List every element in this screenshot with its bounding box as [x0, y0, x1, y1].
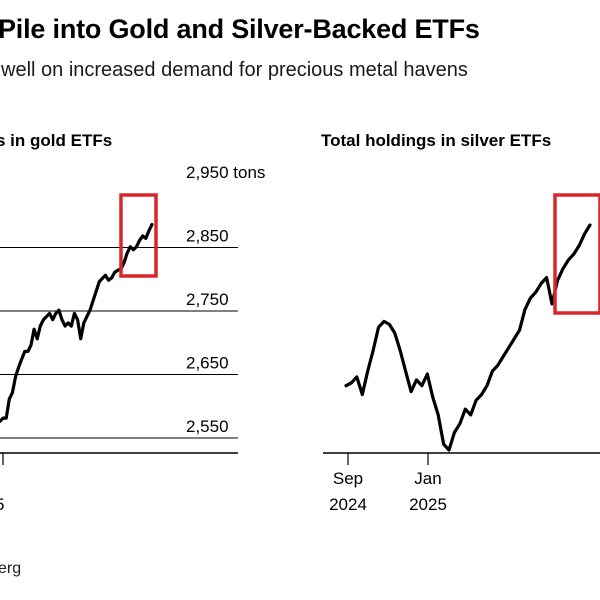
gold-y-tick-label: 2,850 [186, 227, 229, 246]
gold-y-tick-label: 2,650 [186, 354, 229, 373]
source-note: erg [0, 560, 22, 577]
gold-panel: s in gold ETFs 2,950 tons 2,850 2,750 2,650… [0, 131, 265, 514]
gold-y-tick-label: 2,750 [186, 290, 229, 309]
gold-gridlines [0, 247, 238, 439]
silver-series-line [344, 223, 592, 452]
silver-highlight-box [553, 193, 600, 315]
silver-panel: Total holdings in silver ETFs Sep 2024 Jan… [321, 131, 600, 514]
chart-title: Pile into Gold and Silver-Backed ETFs [0, 14, 480, 44]
gold-x-tick-label: 5 [0, 495, 4, 514]
silver-x-ticks: Sep 2024 Jan 2025 [329, 453, 447, 514]
silver-x-tick-month: Jan [414, 469, 441, 488]
chart-subtitle: well on increased demand for precious me… [1, 59, 468, 81]
silver-panel-title: Total holdings in silver ETFs [321, 131, 551, 150]
gold-panel-title: s in gold ETFs [0, 131, 112, 150]
silver-x-tick-month: Sep [333, 469, 363, 488]
gold-y-tick-labels: 2,950 tons 2,850 2,750 2,650 2,550 [186, 163, 265, 436]
gold-y-tick-label: 2,550 [186, 417, 229, 436]
gold-series-line [0, 222, 154, 423]
gold-y-tick-label: 2,950 tons [186, 163, 265, 182]
silver-x-tick-year: 2024 [329, 495, 367, 514]
silver-x-tick-year: 2025 [409, 495, 447, 514]
gold-highlight-box [119, 193, 158, 278]
